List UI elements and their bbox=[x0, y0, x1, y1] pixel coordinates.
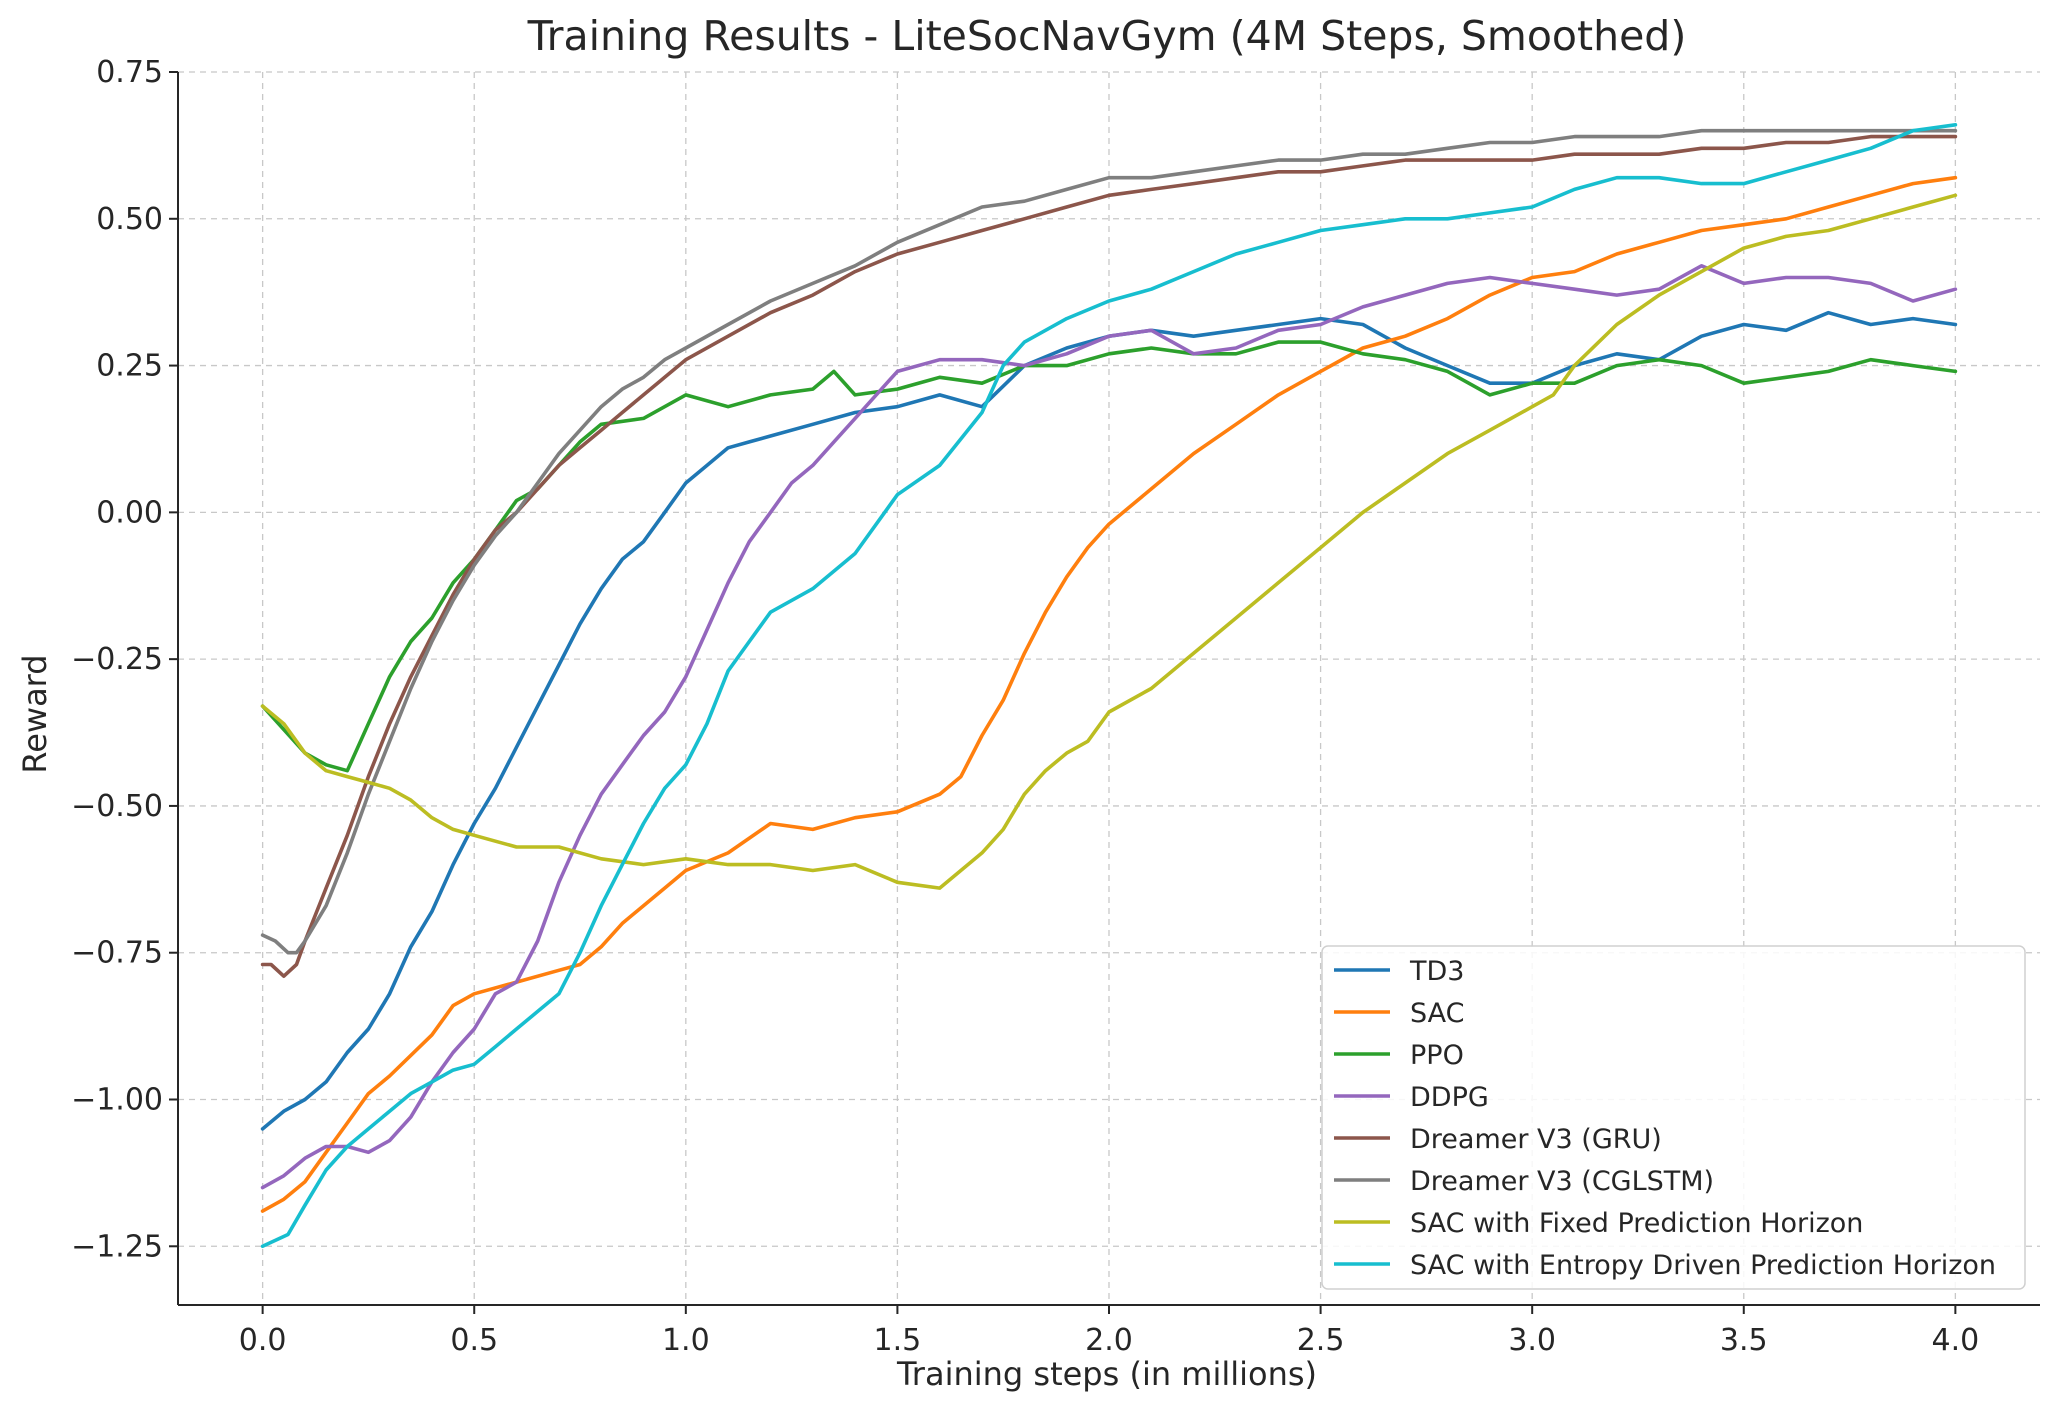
y-tick-label: 0.50 bbox=[96, 202, 163, 237]
x-tick-label: 3.0 bbox=[1508, 1323, 1556, 1358]
series-line-ppo bbox=[260, 340, 1958, 773]
legend-label: SAC with Entropy Driven Prediction Horiz… bbox=[1410, 1250, 1996, 1281]
y-axis-label: Reward bbox=[16, 654, 54, 773]
x-tick-label: 2.5 bbox=[1297, 1323, 1345, 1358]
x-tick-label: 2.0 bbox=[1085, 1323, 1133, 1358]
legend-label: Dreamer V3 (GRU) bbox=[1410, 1124, 1662, 1155]
x-axis-label: Training steps (in millions) bbox=[896, 1355, 1317, 1393]
legend-label: DDPG bbox=[1410, 1082, 1489, 1113]
legend-label: Dreamer V3 (CGLSTM) bbox=[1410, 1166, 1714, 1197]
y-axis-ticks: 0.75 0.50 0.25 0.00 −0.25 −0.50 −0.75 −1.00 −1.2… bbox=[71, 55, 178, 1264]
y-tick-label: −0.25 bbox=[71, 642, 163, 677]
x-tick-label: 3.5 bbox=[1720, 1323, 1768, 1358]
legend-frame bbox=[1321, 945, 2026, 1290]
y-tick-label: 0.00 bbox=[96, 495, 163, 530]
legend: TD3 SAC PPO DDPG Dreamer V3 (GRU) Dreamer V3 … bbox=[1321, 945, 2026, 1290]
series-line-dreamer-v3-gru bbox=[260, 134, 1958, 978]
x-tick-label: 4.0 bbox=[1932, 1323, 1980, 1358]
x-axis-ticks: 0.0 0.5 1.0 1.5 2.0 2.5 3.0 3.5 4.0 bbox=[239, 1305, 1979, 1358]
series-line-sac-with-entropy-driven-prediction-horizon bbox=[260, 123, 1958, 1249]
legend-label: SAC with Fixed Prediction Horizon bbox=[1410, 1208, 1863, 1239]
chart-title: Training Results - LiteSocNavGym (4M Ste… bbox=[527, 12, 1687, 60]
series-line-sac bbox=[260, 175, 1958, 1213]
y-tick-label: −0.75 bbox=[71, 936, 163, 971]
legend-label: PPO bbox=[1410, 1040, 1464, 1071]
x-tick-label: 1.5 bbox=[874, 1323, 922, 1358]
series-line-dreamer-v3-cglstm bbox=[260, 128, 1958, 955]
x-tick-label: 0.5 bbox=[450, 1323, 498, 1358]
series-line-td3 bbox=[260, 310, 1958, 1131]
series-lines bbox=[260, 123, 1958, 1249]
x-tick-label: 1.0 bbox=[662, 1323, 710, 1358]
y-tick-label: −1.25 bbox=[71, 1229, 163, 1264]
x-tick-label: 0.0 bbox=[239, 1323, 287, 1358]
y-tick-label: 0.25 bbox=[96, 349, 163, 384]
legend-label: TD3 bbox=[1409, 956, 1464, 987]
y-tick-label: 0.75 bbox=[96, 55, 163, 90]
series-line-sac-with-fixed-prediction-horizon bbox=[260, 193, 1958, 890]
legend-label: SAC bbox=[1410, 998, 1465, 1029]
y-tick-label: −0.50 bbox=[71, 789, 163, 824]
series-line-ddpg bbox=[260, 264, 1958, 1190]
y-tick-label: −1.00 bbox=[71, 1083, 163, 1118]
